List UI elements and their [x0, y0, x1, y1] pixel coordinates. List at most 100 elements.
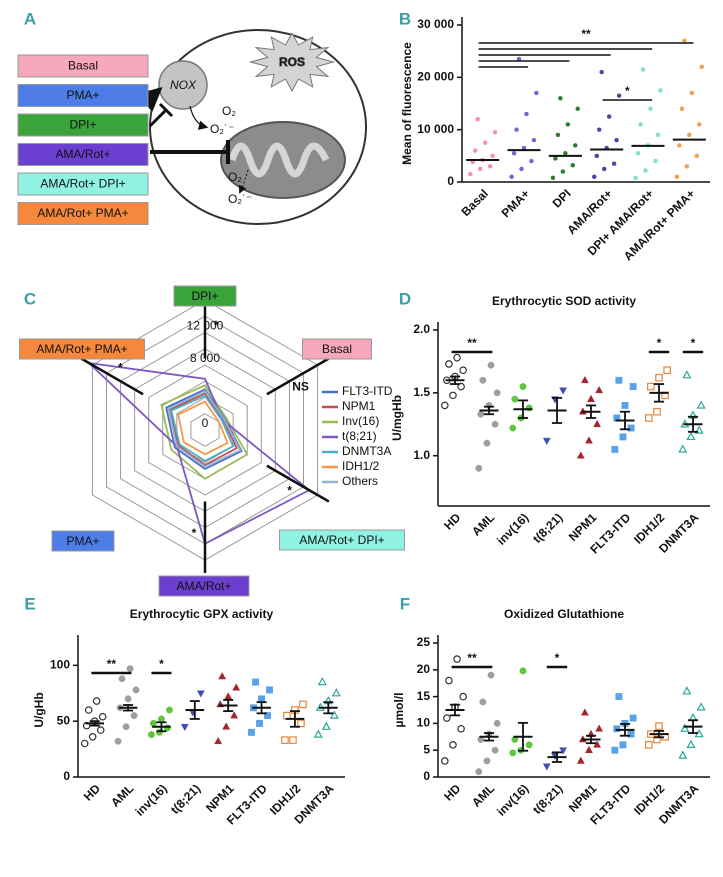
- data-point: [542, 763, 551, 771]
- data-point: [493, 719, 501, 727]
- data-point: [616, 93, 622, 98]
- radar-line: [177, 400, 229, 456]
- data-point: [449, 741, 457, 749]
- data-point: [453, 655, 461, 663]
- significance-bar: [266, 357, 330, 396]
- data-point: [222, 722, 231, 730]
- data-point: [477, 166, 483, 172]
- data-point: [443, 714, 451, 722]
- data-point: [599, 69, 604, 75]
- y-tick-label: 0: [63, 769, 70, 783]
- condition-box: [17, 143, 149, 166]
- axis-label: DPI+: [191, 289, 218, 303]
- ros-label: ROS: [279, 55, 305, 69]
- data-point: [627, 424, 635, 432]
- panel-a: A NOX ROS O₂ O₂˙⁻ O₂ O₂˙⁻ Basal PMA+ DPI+ A…: [17, 9, 367, 225]
- data-point: [165, 706, 173, 714]
- superoxide-label: O₂˙⁻: [228, 192, 252, 206]
- axis-label-box: [158, 575, 250, 597]
- y-tick-label: 2.0: [413, 322, 430, 336]
- data-point: [534, 90, 539, 96]
- condition-label: Basal: [68, 59, 98, 73]
- y-tick-label: 10: [417, 716, 431, 730]
- data-point: [655, 132, 661, 138]
- y-tick-label: 20: [417, 662, 431, 676]
- chart-title: Oxidized Glutathione: [504, 607, 624, 621]
- data-point: [674, 174, 680, 180]
- data-point: [563, 150, 568, 156]
- y-tick-label: 30 000: [417, 17, 454, 31]
- data-point: [122, 723, 130, 731]
- data-point: [252, 678, 260, 686]
- data-point: [585, 436, 593, 444]
- axis-label: AMA/Rot+: [176, 579, 231, 593]
- oxygen-label: O₂: [228, 170, 242, 184]
- data-point: [592, 174, 597, 180]
- dot-plot: B Mean of fluorescence 0 10 000 20 000 30 000…: [399, 9, 710, 263]
- x-tick-label: HD: [441, 781, 463, 803]
- data-point: [585, 745, 593, 754]
- data-point: [157, 715, 165, 723]
- data-point: [445, 676, 453, 685]
- data-point: [514, 127, 519, 132]
- data-point: [511, 150, 517, 156]
- significance-label: **: [107, 657, 117, 671]
- data-point: [88, 732, 97, 741]
- data-point: [468, 171, 473, 177]
- data-point: [132, 686, 140, 694]
- significance-label: **: [467, 336, 477, 350]
- data-point: [483, 439, 491, 447]
- data-point: [297, 719, 305, 728]
- x-tick-label: AML: [108, 781, 136, 809]
- panel-letter: F: [400, 594, 410, 613]
- data-point: [653, 407, 661, 416]
- condition-box: [17, 172, 149, 196]
- data-point: [491, 420, 499, 428]
- panel-letter: D: [399, 289, 411, 308]
- axis-label-box: [51, 530, 115, 552]
- data-point: [611, 445, 619, 453]
- data-point: [627, 730, 635, 738]
- data-point: [697, 122, 702, 127]
- data-point: [248, 728, 256, 736]
- data-point: [232, 683, 241, 691]
- data-point: [519, 166, 524, 172]
- data-point: [613, 725, 621, 733]
- data-point: [317, 676, 327, 686]
- data-point: [224, 692, 233, 700]
- y-tick-label: 1.5: [413, 385, 430, 399]
- data-point: [619, 433, 627, 441]
- nox-label: NOX: [170, 78, 197, 92]
- condition-box: [17, 54, 149, 78]
- condition-box: [17, 113, 149, 137]
- legend-label: DNMT3A: [342, 444, 391, 458]
- data-point: [680, 723, 690, 732]
- panel-letter: E: [24, 594, 35, 613]
- data-point: [114, 737, 122, 745]
- dot-plot: D Erythrocytic SOD activity U/mgHb 1.0 1.5 2.…: [390, 289, 710, 557]
- data-point: [459, 692, 467, 701]
- data-point: [658, 88, 663, 93]
- y-tick-label: 0: [423, 769, 430, 783]
- data-point: [457, 724, 465, 733]
- data-point: [313, 729, 323, 738]
- data-point: [594, 153, 599, 159]
- data-point: [519, 667, 527, 675]
- data-point: [440, 757, 449, 765]
- data-point: [289, 736, 297, 744]
- data-point: [479, 376, 487, 384]
- inhibition-line: [148, 108, 168, 128]
- significance-label: *: [691, 336, 696, 350]
- data-point: [601, 166, 607, 172]
- data-point: [678, 750, 688, 759]
- data-point: [475, 116, 480, 122]
- inhibition-bar: [158, 102, 174, 118]
- data-point: [629, 714, 637, 722]
- data-point: [679, 106, 685, 111]
- data-point: [615, 693, 623, 701]
- legend-label: NPM1: [342, 399, 376, 413]
- x-tick-label: inv(16): [494, 781, 531, 818]
- significance-label: **: [467, 651, 477, 665]
- data-point: [230, 711, 239, 719]
- y-tick-label: 100: [50, 658, 70, 672]
